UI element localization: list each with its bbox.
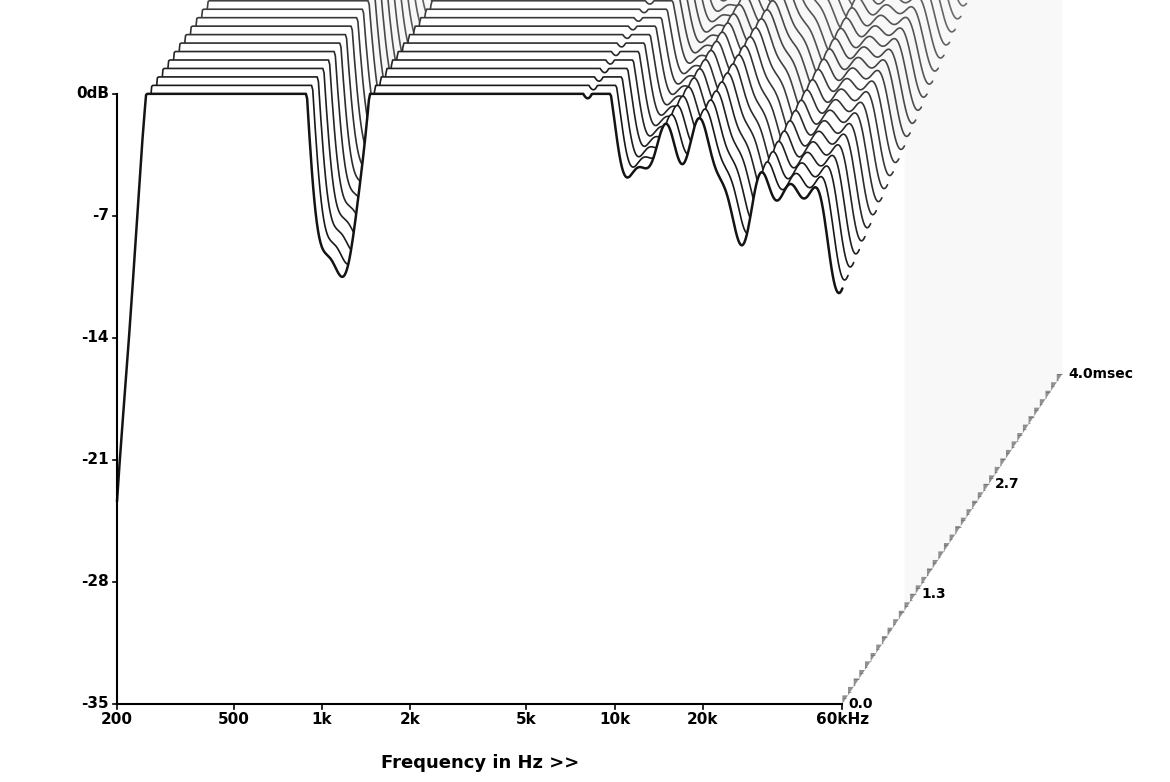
Polygon shape xyxy=(195,0,921,586)
Polygon shape xyxy=(191,0,916,594)
Text: -35: -35 xyxy=(82,696,109,712)
Polygon shape xyxy=(337,0,1062,374)
Polygon shape xyxy=(281,0,1006,458)
Polygon shape xyxy=(325,0,1051,391)
Polygon shape xyxy=(173,9,899,619)
Polygon shape xyxy=(207,0,932,569)
Polygon shape xyxy=(145,52,870,662)
Polygon shape xyxy=(303,0,1028,425)
Polygon shape xyxy=(157,34,882,644)
Polygon shape xyxy=(235,0,961,526)
Text: 200: 200 xyxy=(101,712,133,726)
Text: 5k: 5k xyxy=(516,712,537,726)
Text: 2k: 2k xyxy=(399,712,420,726)
Text: -21: -21 xyxy=(82,452,109,468)
Polygon shape xyxy=(321,0,1046,399)
Polygon shape xyxy=(117,374,1062,704)
Polygon shape xyxy=(229,0,955,535)
Polygon shape xyxy=(139,60,865,670)
Text: -7: -7 xyxy=(92,208,109,224)
Polygon shape xyxy=(331,0,1057,382)
Polygon shape xyxy=(129,77,854,687)
Polygon shape xyxy=(263,0,989,484)
Polygon shape xyxy=(133,69,859,679)
Polygon shape xyxy=(151,43,876,653)
Polygon shape xyxy=(247,0,972,509)
Text: 60kHz: 60kHz xyxy=(815,712,869,726)
Text: 0dB: 0dB xyxy=(76,86,109,102)
Polygon shape xyxy=(117,94,842,704)
Text: 500: 500 xyxy=(218,712,249,726)
Polygon shape xyxy=(225,0,950,543)
Text: -28: -28 xyxy=(81,574,109,590)
Text: 2.7: 2.7 xyxy=(994,477,1020,491)
Polygon shape xyxy=(241,0,966,518)
Polygon shape xyxy=(287,0,1012,450)
Polygon shape xyxy=(275,0,1000,467)
Polygon shape xyxy=(167,18,893,628)
Polygon shape xyxy=(297,0,1023,433)
Text: Frequency in Hz >>: Frequency in Hz >> xyxy=(380,754,579,772)
Text: -14: -14 xyxy=(82,330,109,346)
Polygon shape xyxy=(219,0,944,551)
Polygon shape xyxy=(201,0,927,577)
Polygon shape xyxy=(291,0,1017,442)
Polygon shape xyxy=(213,0,938,560)
Polygon shape xyxy=(309,0,1034,416)
Text: 1k: 1k xyxy=(311,712,332,726)
Polygon shape xyxy=(259,0,984,492)
Polygon shape xyxy=(117,0,337,704)
Polygon shape xyxy=(123,85,848,695)
Polygon shape xyxy=(163,26,888,636)
Polygon shape xyxy=(185,0,910,602)
Polygon shape xyxy=(269,0,994,475)
Text: 0.0: 0.0 xyxy=(848,697,873,711)
Polygon shape xyxy=(179,1,904,611)
Polygon shape xyxy=(253,0,978,500)
Polygon shape xyxy=(315,0,1040,407)
Text: 20k: 20k xyxy=(687,712,718,726)
Text: 1.3: 1.3 xyxy=(922,586,947,601)
Text: 10k: 10k xyxy=(599,712,631,726)
Text: 4.0msec: 4.0msec xyxy=(1068,367,1134,381)
